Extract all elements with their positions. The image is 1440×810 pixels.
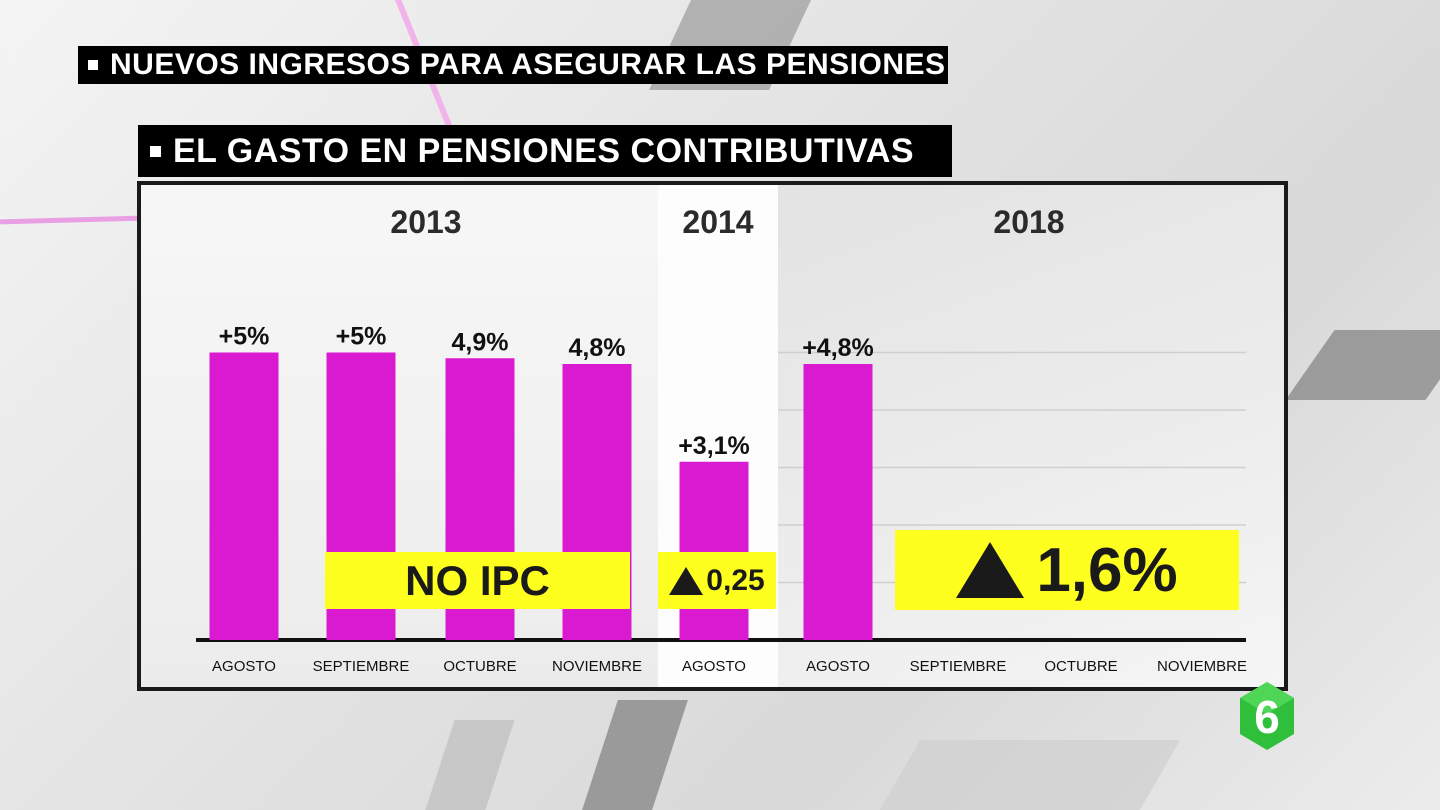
background-bar — [582, 700, 688, 810]
bar-chart: 2013 AGOSTO +5% SEPTIEMBRE +5% OCTUBRE 4,9% NOV… — [196, 204, 1247, 675]
triangle-up-icon — [956, 542, 1025, 598]
callout-2014: 0,25 — [658, 552, 776, 609]
callout-2018: 1,6% — [895, 530, 1239, 610]
bar — [209, 352, 279, 640]
x-tick-label: NOVIEMBRE — [552, 658, 642, 675]
callout-2018-text: 1,6% — [1036, 535, 1178, 605]
callout-no-ipc: NO IPC — [325, 552, 630, 609]
bar — [679, 461, 749, 640]
background-bar — [879, 740, 1181, 810]
chart-title-banner: EL GASTO EN PENSIONES CONTRIBUTIVAS — [138, 125, 952, 177]
x-tick-label: OCTUBRE — [1044, 658, 1117, 675]
x-tick-label: AGOSTO — [212, 658, 276, 675]
chart-panel: 2013 AGOSTO +5% SEPTIEMBRE +5% OCTUBRE 4,9% NOV… — [137, 181, 1288, 691]
headline-banner: NUEVOS INGRESOS PARA ASEGURAR LAS PENSIO… — [78, 46, 948, 84]
data-label: +5% — [336, 323, 387, 351]
year-label: 2013 — [390, 204, 461, 240]
data-label: +4,8% — [802, 334, 874, 362]
x-tick-label: AGOSTO — [806, 658, 870, 675]
background-bar — [425, 720, 515, 810]
bullet-square-icon — [88, 60, 98, 70]
triangle-up-icon — [669, 566, 704, 595]
x-tick-label: AGOSTO — [682, 658, 746, 675]
bullet-square-icon — [150, 145, 161, 157]
year-label: 2014 — [682, 204, 753, 240]
headline-text: NUEVOS INGRESOS PARA ASEGURAR LAS PENSIO… — [110, 48, 946, 81]
year-label: 2018 — [993, 204, 1064, 240]
x-tick-label: OCTUBRE — [443, 658, 516, 675]
data-label: 4,8% — [569, 334, 626, 362]
callout-no-ipc-text: NO IPC — [405, 556, 550, 604]
x-tick-label: SEPTIEMBRE — [313, 658, 410, 675]
x-tick-label: NOVIEMBRE — [1157, 658, 1247, 675]
chart-title: EL GASTO EN PENSIONES CONTRIBUTIVAS — [173, 131, 915, 170]
data-label: +3,1% — [678, 432, 750, 460]
logo-text: 6 — [1254, 691, 1280, 743]
data-label: 4,9% — [452, 328, 509, 356]
callout-2014-text: 0,25 — [706, 563, 765, 597]
x-tick-label: SEPTIEMBRE — [910, 658, 1007, 675]
channel-logo-icon: 6 — [1240, 682, 1294, 750]
background-bar — [1285, 330, 1440, 400]
data-label: +5% — [219, 323, 270, 351]
bar — [803, 364, 873, 640]
